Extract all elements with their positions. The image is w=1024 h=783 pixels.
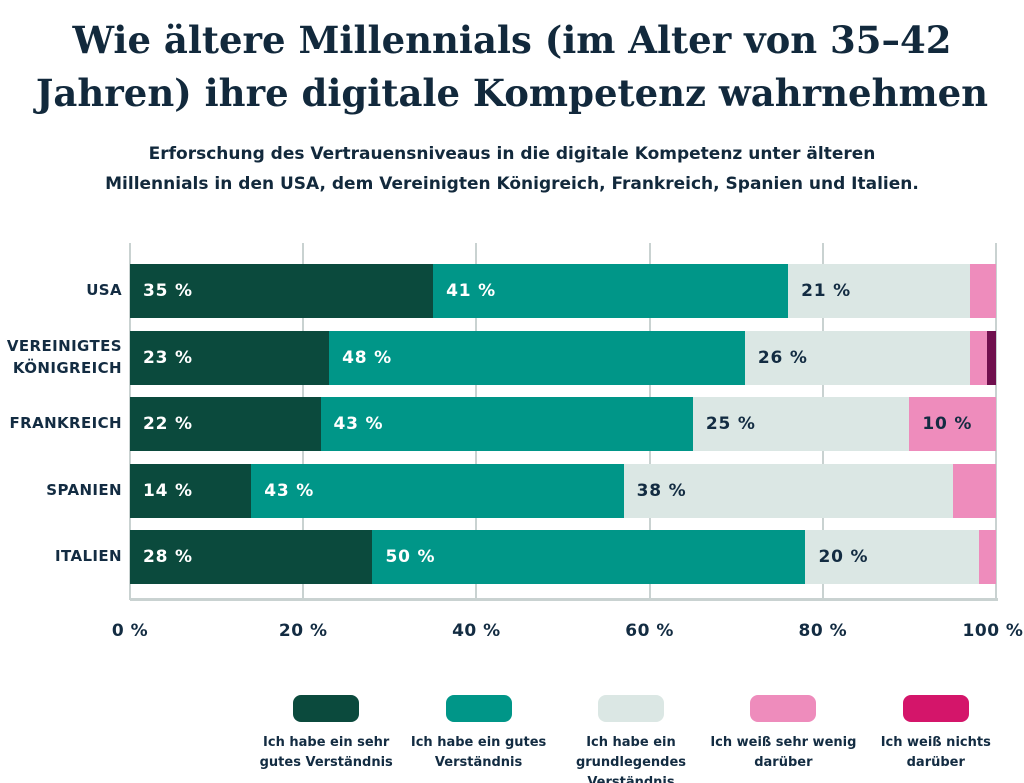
legend-label: Ich weiß nichts darüber: [880, 735, 991, 771]
x-axis-baseline: [130, 598, 998, 601]
bar-segment-value-label: 25 %: [705, 414, 756, 434]
category-label: FRANKREICH: [9, 414, 122, 433]
bar-segment: [952, 463, 996, 518]
bar-segment-value-label: 38 %: [636, 480, 687, 501]
chart-subtitle: Erforschung des Vertrauensniveaus in die…: [102, 140, 922, 200]
bar-segment-value-label: 14 %: [143, 480, 193, 501]
legend-swatch: [902, 695, 969, 722]
bar-segment: 22 %: [130, 397, 321, 451]
bar-segment: 38 %: [623, 463, 953, 518]
x-axis-tick-label: 40 %: [452, 621, 501, 641]
x-axis-tick-label: 60 %: [625, 621, 674, 641]
x-axis-tick-label: 80 %: [798, 621, 848, 641]
bar-segment: 23 %: [130, 330, 330, 385]
category-label: ITALIEN: [55, 547, 122, 566]
chart-legend: Ich habe ein sehr gutes Verständnis Ich h…: [250, 695, 1012, 783]
bar-segment-value-label: 23 %: [143, 347, 193, 368]
bar-segment: 10 %: [909, 397, 996, 451]
bar-segment: [970, 264, 996, 318]
legend-swatch: [750, 695, 817, 722]
x-axis-tick-label: 0 %: [111, 621, 149, 641]
bar-segment: [970, 330, 988, 385]
bar-segment: 43 %: [320, 397, 693, 451]
bar-segment: 21 %: [788, 264, 971, 318]
bar-segment-value-label: 43 %: [264, 480, 315, 501]
category-label: VEREINIGTES KÖNIGREICH: [6, 336, 122, 377]
legend-swatch: [293, 695, 360, 722]
legend-weiss-sehr-wenig: Ich weiß sehr wenig darüber: [707, 695, 859, 783]
legend-sehr-gutes-verstaendnis: Ich habe ein sehr gutes Verständnis: [250, 695, 402, 783]
bar-segment-value-label: 48 %: [342, 347, 392, 368]
bar-segment: 35 %: [130, 264, 434, 318]
chart-subtitle-line1: Erforschung des Vertrauensniveaus in die…: [148, 144, 876, 164]
legend-grundlegendes-verstaendnis: Ich habe ein grundlegendes Verständnis: [555, 695, 707, 783]
bar-segment-value-label: 21 %: [801, 281, 851, 301]
category-label: SPANIEN: [46, 480, 122, 499]
legend-swatch: [445, 695, 512, 722]
bar-segment-value-label: 41 %: [446, 281, 496, 301]
legend-label: Ich weiß sehr wenig darüber: [710, 735, 857, 771]
bar-segment: [978, 530, 996, 584]
legend-weiss-nichts: Ich weiß nichts darüber: [860, 695, 1012, 783]
gridline: [995, 243, 997, 600]
bar-segment: 50 %: [372, 530, 806, 584]
bar-segment-value-label: 28 %: [143, 547, 193, 567]
bar-segment-value-label: 20 %: [818, 547, 869, 567]
bar-segment-value-label: 22 %: [143, 414, 193, 434]
chart-title-line1: Wie ältere Millennials (im Alter von 35–…: [72, 18, 952, 62]
legend-label: Ich habe ein grundlegendes Verständnis: [575, 735, 686, 783]
bar-segment: 26 %: [744, 330, 971, 385]
legend-label: Ich habe ein gutes Verständnis: [410, 735, 547, 771]
chart-title-line2: Jahren) ihre digitale Kompetenz wahrnehm…: [35, 70, 989, 115]
legend-label: Ich habe ein sehr gutes Verständnis: [259, 735, 393, 771]
legend-swatch: [597, 695, 664, 722]
x-axis-tick-label: 20 %: [278, 621, 328, 641]
category-label: USA: [86, 281, 122, 300]
legend-gutes-verstaendnis: Ich habe ein gutes Verständnis: [402, 695, 554, 783]
bar-segment: [987, 330, 996, 385]
bar-segment: 25 %: [692, 397, 910, 451]
chart-title: Wie ältere Millennials (im Alter von 35–…: [0, 14, 1024, 119]
bar-segment: 14 %: [130, 463, 252, 518]
bar-segment-value-label: 35 %: [143, 281, 193, 301]
bar-segment: 28 %: [130, 530, 373, 584]
x-axis-tick-label: 100 %: [962, 621, 1024, 641]
bar-segment-value-label: 50 %: [385, 547, 436, 567]
chart-subtitle-line2: Millennials in den USA, dem Vereinigten …: [105, 173, 919, 194]
bar-segment: 41 %: [433, 264, 789, 318]
bar-segment-value-label: 26 %: [757, 347, 808, 368]
bar-segment: 43 %: [251, 463, 624, 518]
bar-segment: 48 %: [329, 330, 745, 385]
bar-segment-value-label: 43 %: [333, 414, 384, 434]
bar-segment-value-label: 10 %: [922, 414, 973, 434]
bar-segment: 20 %: [805, 530, 979, 584]
